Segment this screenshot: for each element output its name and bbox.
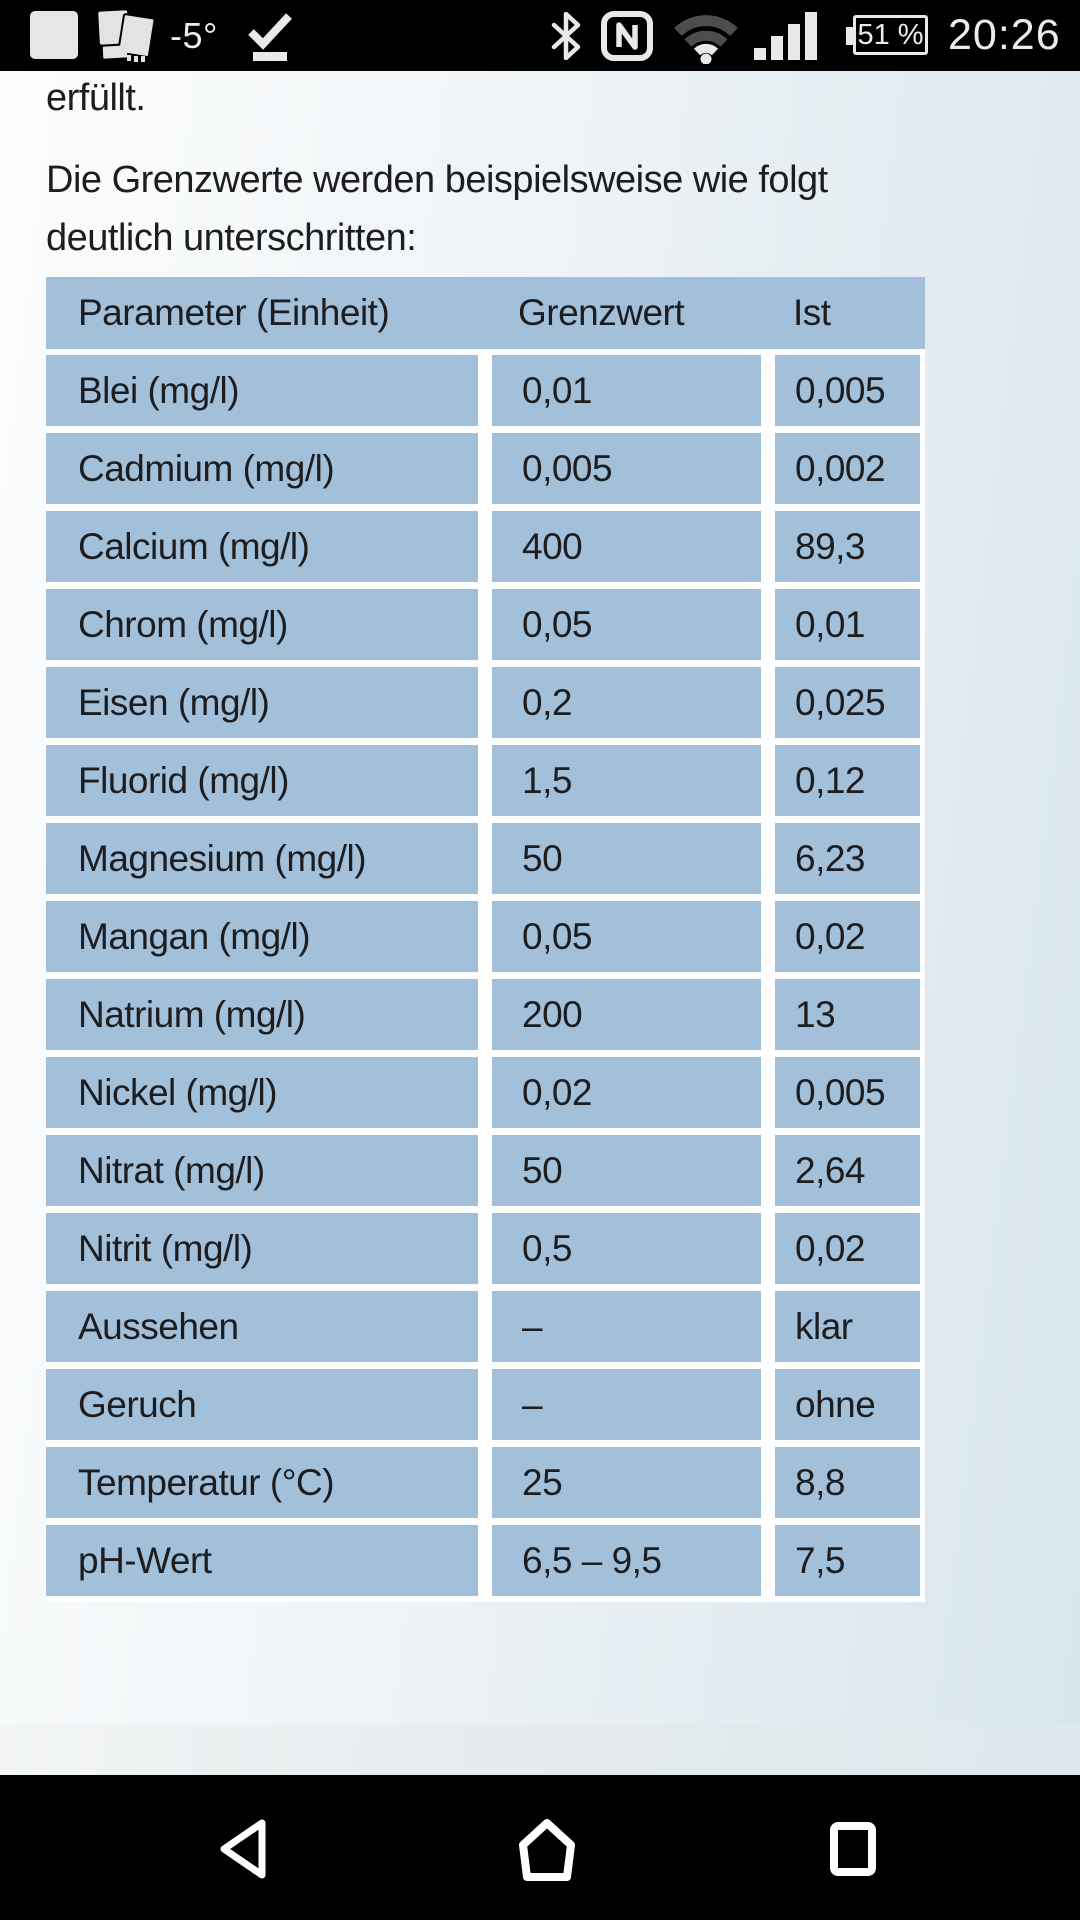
ist-cell: 0,01 — [775, 589, 920, 660]
ist-cell: 0,02 — [775, 901, 920, 972]
param-cell: Blei (mg/l) — [46, 355, 478, 426]
water-parameters-table: Parameter (Einheit) Grenzwert Ist Blei (… — [46, 277, 925, 1602]
ist-cell: 0,02 — [775, 1213, 920, 1284]
nfc-icon — [601, 11, 653, 61]
param-cell: Nitrat (mg/l) — [46, 1135, 478, 1206]
back-icon — [220, 1819, 266, 1879]
grenzwert-cell: 0,2 — [492, 667, 761, 738]
ist-cell: klar — [775, 1291, 920, 1362]
intro-line: Die Grenzwerte werden beispielsweise wie… — [46, 159, 828, 201]
grenzwert-cell: 400 — [492, 511, 761, 582]
param-cell: Mangan (mg/l) — [46, 901, 478, 972]
grenzwert-cell: 25 — [492, 1447, 761, 1518]
ist-cell: 13 — [775, 979, 920, 1050]
battery-nub — [846, 27, 853, 45]
grenzwert-cell: 0,01 — [492, 355, 761, 426]
battery-percent: 51 % — [857, 18, 924, 51]
param-cell: Fluorid (mg/l) — [46, 745, 478, 816]
param-cell: Natrium (mg/l) — [46, 979, 478, 1050]
ist-cell: 0,025 — [775, 667, 920, 738]
ist-cell: 7,5 — [775, 1525, 920, 1596]
grenzwert-cell: 50 — [492, 1135, 761, 1206]
grenzwert-cell: 50 — [492, 823, 761, 894]
grenzwert-cell: – — [492, 1291, 761, 1362]
param-cell: Cadmium (mg/l) — [46, 433, 478, 504]
param-cell: Calcium (mg/l) — [46, 511, 478, 582]
intro-line: deutlich unterschritten: — [46, 217, 417, 259]
param-cell: Eisen (mg/l) — [46, 667, 478, 738]
ist-cell: 0,005 — [775, 355, 920, 426]
param-cell: Magnesium (mg/l) — [46, 823, 478, 894]
param-cell: Aussehen — [46, 1291, 478, 1362]
ist-cell: 0,12 — [775, 745, 920, 816]
ist-cell: 8,8 — [775, 1447, 920, 1518]
ist-cell: 0,002 — [775, 433, 920, 504]
grenzwert-cell: 0,02 — [492, 1057, 761, 1128]
page-footer-strip — [0, 1725, 1080, 1775]
screenshot-thumbnails-icon — [98, 10, 155, 62]
grenzwert-cell: 0,05 — [492, 589, 761, 660]
battery-indicator: 51 % — [846, 15, 928, 55]
grenzwert-cell: 1,5 — [492, 745, 761, 816]
table-body: Blei (mg/l) 0,01 0,005 Cadmium (mg/l) 0,005 0… — [46, 349, 925, 1602]
paragraph-fragment: erfüllt. — [46, 77, 146, 119]
header-cell-grenzwert: Grenzwert — [518, 292, 685, 333]
ist-cell: 2,64 — [775, 1135, 920, 1206]
param-cell: Temperatur (°C) — [46, 1447, 478, 1518]
status-bar: -5° 51 % — [0, 0, 1080, 71]
home-icon — [519, 1819, 575, 1881]
page-content[interactable]: erfüllt. Die Grenzwerte werden beispiels… — [0, 71, 1080, 1725]
grenzwert-cell: – — [492, 1369, 761, 1440]
cell-signal-icon — [754, 12, 817, 60]
header-cell-parameter: Parameter (Einheit) — [78, 292, 390, 333]
ist-cell: 6,23 — [775, 823, 920, 894]
param-cell: Chrom (mg/l) — [46, 589, 478, 660]
home-button[interactable] — [517, 1819, 577, 1884]
param-cell: Nickel (mg/l) — [46, 1057, 478, 1128]
navigation-bar — [0, 1775, 1080, 1920]
intro-paragraph: Die Grenzwerte werden beispielsweise wie… — [46, 151, 1040, 267]
param-cell: Geruch — [46, 1369, 478, 1440]
recents-icon — [830, 1822, 876, 1876]
grenzwert-cell: 6,5 – 9,5 — [492, 1525, 761, 1596]
grenzwert-cell: 0,05 — [492, 901, 761, 972]
clock: 20:26 — [948, 11, 1061, 59]
param-cell: Nitrit (mg/l) — [46, 1213, 478, 1284]
param-cell: pH-Wert — [46, 1525, 478, 1596]
header-cell-ist: Ist — [793, 292, 831, 333]
bluetooth-icon — [551, 12, 581, 60]
ist-cell: 89,3 — [775, 511, 920, 582]
temperature-indicator: -5° — [170, 14, 218, 56]
back-button[interactable] — [214, 1818, 274, 1883]
sync-check-icon — [248, 13, 292, 61]
grenzwert-cell: 0,005 — [492, 433, 761, 504]
table-header-row: Parameter (Einheit) Grenzwert Ist — [46, 277, 925, 349]
wifi-icon — [674, 15, 738, 64]
ist-cell: ohne — [775, 1369, 920, 1440]
grenzwert-cell: 0,5 — [492, 1213, 761, 1284]
ist-cell: 0,005 — [775, 1057, 920, 1128]
recents-button[interactable] — [830, 1822, 876, 1879]
grenzwert-cell: 200 — [492, 979, 761, 1050]
notification-app-icon — [30, 11, 78, 59]
